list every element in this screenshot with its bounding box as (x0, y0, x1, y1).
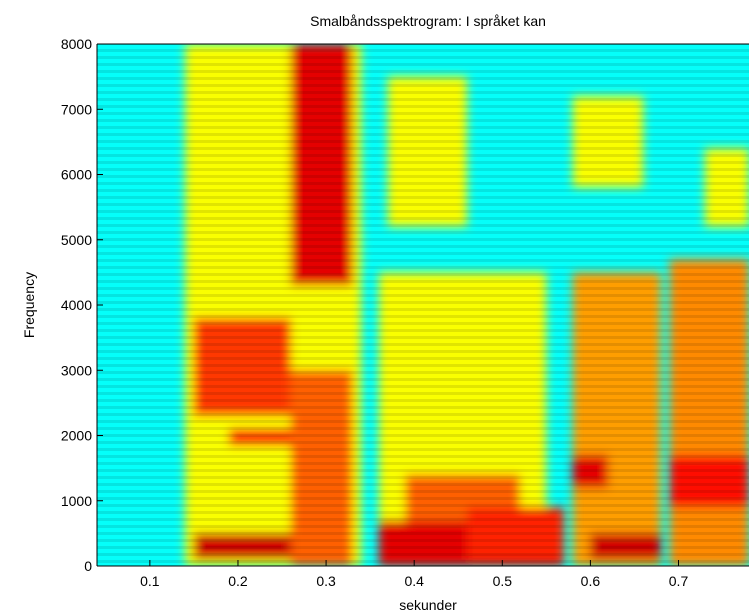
x-tick-label: 0.2 (228, 573, 248, 589)
x-tick-label: 0.6 (581, 573, 601, 589)
harmonic-texture (97, 44, 749, 566)
y-tick-label: 2000 (61, 428, 92, 444)
x-tick-label: 0.5 (493, 573, 513, 589)
y-axis-ticks: 0 1000 2000 3000 4000 5000 6000 7000 8000 (61, 36, 103, 574)
y-tick-label: 4000 (61, 297, 92, 313)
y-tick-label: 1000 (61, 493, 92, 509)
x-tick-label: 0.7 (669, 573, 689, 589)
x-axis-label: sekunder (399, 597, 457, 613)
y-tick-label: 3000 (61, 362, 92, 378)
x-tick-label: 0.3 (316, 573, 336, 589)
y-tick-label: 0 (84, 558, 92, 574)
x-tick-label: 0.4 (404, 573, 424, 589)
plot-area (97, 44, 749, 566)
chart-title: Smalbåndsspektrogram: I språket kan (310, 13, 546, 29)
x-tick-label: 0.1 (140, 573, 160, 589)
y-axis-label: Frequency (21, 272, 37, 338)
y-tick-label: 5000 (61, 232, 92, 248)
x-axis-ticks: 0.1 0.2 0.3 0.4 0.5 0.6 0.7 (140, 560, 688, 589)
y-tick-label: 6000 (61, 167, 92, 183)
y-tick-label: 7000 (61, 101, 92, 117)
y-tick-label: 8000 (61, 36, 92, 52)
